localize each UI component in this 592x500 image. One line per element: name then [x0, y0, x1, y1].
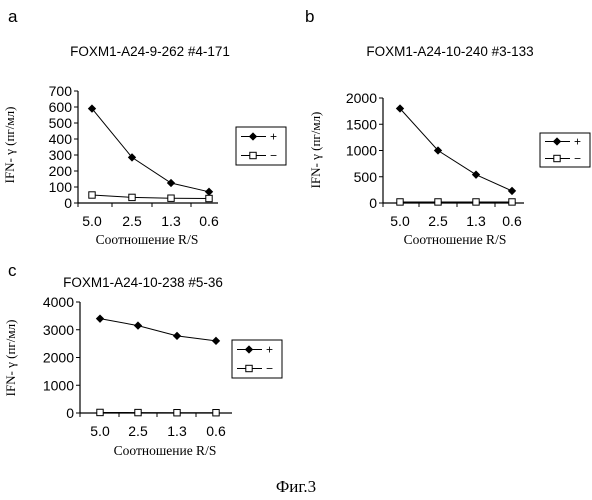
legend-label: − — [574, 152, 581, 166]
y-tick-label: 100 — [49, 179, 73, 195]
axes-b: 0 500 1000 1500 2000 5.0 2.5 1.3 0.6 — [346, 90, 524, 229]
data-point-minus — [168, 195, 174, 201]
y-axis-label-c: IFN- γ (пг/мл) — [3, 320, 18, 397]
x-tick-label: 1.3 — [167, 423, 187, 439]
x-tick-label: 0.6 — [199, 213, 219, 229]
data-point-plus — [96, 315, 103, 322]
marks-a — [88, 105, 212, 202]
legend-box — [236, 127, 286, 165]
y-tick-label: 2000 — [43, 350, 74, 366]
data-point-plus — [472, 171, 479, 178]
data-point-plus — [167, 179, 174, 186]
y-tick-label: 3000 — [43, 322, 74, 338]
y-tick-label: 1000 — [43, 377, 74, 393]
x-tick-label: 2.5 — [128, 423, 148, 439]
x-tick-label: 1.3 — [161, 213, 181, 229]
chart-title-a: FOXM1-A24-9-262 #4-171 — [70, 44, 230, 59]
y-tick-label: 500 — [49, 115, 73, 131]
data-point-minus — [435, 199, 441, 205]
y-tick-label: 300 — [49, 147, 73, 163]
data-point-plus — [508, 187, 515, 194]
x-tick-label: 5.0 — [390, 213, 410, 229]
series-line-plus — [100, 319, 216, 341]
legend-marker — [250, 152, 256, 158]
panel-label-c: c — [8, 261, 17, 280]
x-axis-label-c: Соотношение R/S — [114, 443, 217, 458]
data-point-minus — [213, 410, 219, 416]
x-axis-label-b: Соотношение R/S — [404, 232, 507, 247]
y-tick-label: 500 — [354, 169, 378, 185]
legend-box — [540, 133, 590, 167]
y-tick-label: 1000 — [346, 143, 377, 159]
legend-label: − — [270, 149, 277, 163]
axes-c: 0 1000 2000 3000 4000 5.0 2.5 1.3 0.6 — [43, 294, 232, 439]
x-tick-label: 0.6 — [206, 423, 226, 439]
legend-marker — [554, 155, 560, 161]
y-tick-label: 0 — [64, 195, 72, 211]
x-tick-label: 0.6 — [502, 213, 522, 229]
data-point-plus — [212, 337, 219, 344]
y-axis-label-a: IFN- γ (пг/мл) — [2, 107, 17, 184]
panel-a: a FOXM1-A24-9-262 #4-171 IFN- γ (пг/мл) … — [2, 7, 286, 247]
data-point-minus — [206, 195, 212, 201]
chart-title-c: FOXM1-A24-10-238 #5-36 — [63, 275, 223, 290]
legend-marker — [246, 365, 252, 371]
panel-b: b FOXM1-A24-10-240 #3-133 IFN- γ (пг/мл)… — [305, 7, 590, 247]
data-point-minus — [89, 192, 95, 198]
legend-label: + — [270, 130, 277, 144]
data-point-plus — [134, 322, 141, 329]
data-point-minus — [97, 409, 103, 415]
series-line-plus — [400, 109, 512, 191]
x-axis-label-a: Соотношение R/S — [96, 232, 199, 247]
y-tick-label: 700 — [49, 83, 73, 99]
y-tick-label: 1500 — [346, 116, 377, 132]
legend-label: + — [266, 343, 273, 357]
panel-label-a: a — [8, 7, 18, 26]
series-line-minus — [92, 195, 209, 199]
data-point-plus — [173, 332, 180, 339]
data-point-minus — [473, 199, 479, 205]
legend-b: +− — [540, 133, 590, 167]
y-tick-label: 400 — [49, 131, 73, 147]
legend-box — [232, 340, 282, 378]
marks-b — [396, 105, 515, 205]
x-tick-label: 5.0 — [90, 423, 110, 439]
y-tick-label: 0 — [66, 405, 74, 421]
y-tick-label: 2000 — [346, 90, 377, 106]
data-point-minus — [135, 409, 141, 415]
x-tick-label: 2.5 — [122, 213, 142, 229]
chart-title-b: FOXM1-A24-10-240 #3-133 — [366, 44, 533, 59]
data-point-minus — [174, 410, 180, 416]
x-tick-label: 5.0 — [82, 213, 102, 229]
y-tick-label: 600 — [49, 99, 73, 115]
legend-label: − — [266, 362, 273, 376]
y-axis-label-b: IFN- γ (пг/мл) — [308, 112, 323, 189]
y-tick-label: 0 — [369, 195, 377, 211]
x-tick-label: 2.5 — [428, 213, 448, 229]
y-tick-label: 4000 — [43, 294, 74, 310]
figure-caption: Фиг.3 — [276, 477, 316, 496]
x-tick-label: 1.3 — [466, 213, 486, 229]
marks-c — [96, 315, 219, 416]
legend-a: +− — [236, 127, 286, 165]
legend-label: + — [574, 135, 581, 149]
panel-c: c FOXM1-A24-10-238 #5-36 IFN- γ (пг/мл) … — [3, 261, 282, 458]
data-point-plus — [205, 188, 212, 195]
y-tick-label: 200 — [49, 163, 73, 179]
data-point-minus — [509, 199, 515, 205]
legend-c: +− — [232, 340, 282, 378]
panel-label-b: b — [305, 7, 314, 26]
series-line-plus — [92, 109, 209, 192]
data-point-minus — [129, 194, 135, 200]
data-point-minus — [397, 199, 403, 205]
